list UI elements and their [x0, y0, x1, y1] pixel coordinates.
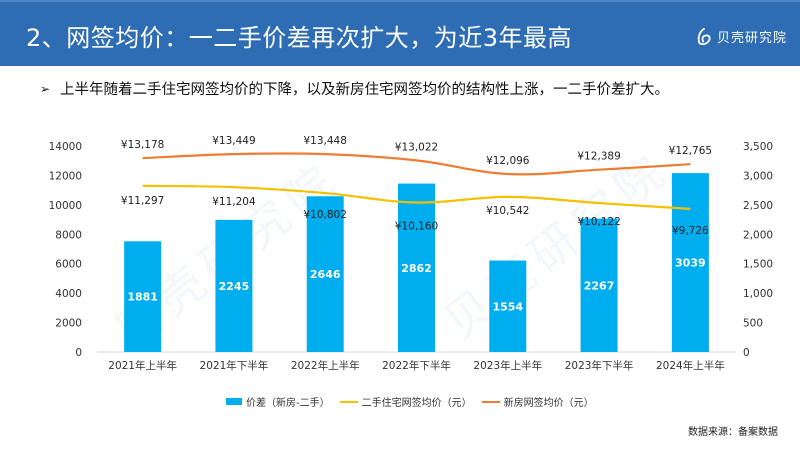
right-axis-tick-label: 2,500 — [743, 200, 773, 212]
left-axis-tick-label: 4000 — [55, 288, 82, 300]
x-axis-tick-label: 2022年上半年 — [291, 359, 360, 372]
legend-swatch-bar — [226, 398, 242, 405]
new-home-price-label: ¥12,765 — [669, 145, 712, 157]
right-axis-tick-label: 2,000 — [743, 229, 773, 241]
left-axis-tick-label: 2000 — [55, 318, 82, 330]
bar-data-label: 2245 — [219, 280, 250, 293]
line-new-home-price — [142, 152, 691, 176]
bar-data-label: 2862 — [401, 262, 432, 275]
x-axis-tick-label: 2022年下半年 — [382, 359, 451, 372]
beike-logo-icon — [697, 27, 711, 45]
x-axis-tick-label: 2024年上半年 — [656, 359, 725, 372]
new-home-price-label: ¥12,389 — [577, 151, 620, 163]
brand-logo: 贝壳研究院 — [695, 27, 787, 46]
legend-label: 二手住宅网签均价（元） — [361, 398, 472, 409]
bar-data-label: 1554 — [492, 300, 523, 313]
left-axis-tick-label: 6000 — [55, 259, 82, 271]
legend-label: 价差（新房-二手） — [246, 398, 330, 409]
bar-price-gap — [671, 173, 709, 352]
right-axis-tick-label: 500 — [743, 318, 763, 330]
bar-price-gap — [215, 219, 253, 352]
legend-item-resale-price: 二手住宅网签均价（元） — [339, 394, 472, 409]
new-home-price-label: ¥13,448 — [304, 135, 347, 147]
right-axis-tick-label: 0 — [743, 347, 750, 359]
right-axis-tick-label: 3,500 — [743, 141, 773, 153]
legend-swatch-line — [339, 400, 358, 403]
bar-price-gap — [580, 218, 618, 352]
data-source-note: 数据来源：备案数据 — [688, 427, 778, 438]
resale-price-label: ¥11,204 — [212, 196, 256, 208]
summary-bullet: ➢ 上半年随着二手住宅网签均价的下降，以及新房住宅网签均价的结构性上涨，一二手价… — [40, 78, 669, 99]
legend-label: 新房网签均价（元） — [503, 398, 594, 409]
right-axis-tick-label: 1,000 — [743, 288, 773, 300]
page-title: 2、网签均价：一二手价差再次扩大，为近3年最高 — [26, 24, 573, 52]
left-axis-tick-label: 12000 — [49, 170, 82, 182]
logo-text: 贝壳研究院 — [717, 31, 788, 46]
bar-data-label: 2267 — [584, 279, 615, 292]
left-axis-tick-label: 8000 — [55, 229, 82, 241]
resale-price-label: ¥9,726 — [672, 225, 709, 237]
bar-data-label: 3039 — [675, 257, 706, 270]
left-axis-tick-label: 10000 — [49, 200, 82, 212]
bar-price-gap — [124, 241, 162, 352]
combo-chart: 0 2000 4000 6000 8000 10000 12000 14000 0 500 1,00… — [49, 135, 773, 372]
legend-item-price-gap: 价差（新房-二手） — [226, 394, 330, 409]
bar-price-gap — [489, 260, 527, 352]
chart-legend: 价差（新房-二手） 二手住宅网签均价（元） 新房网签均价（元） — [226, 394, 604, 409]
bar-price-gap — [398, 183, 435, 352]
resale-price-label: ¥10,542 — [486, 205, 529, 217]
bar-data-label: 2646 — [310, 268, 341, 281]
resale-price-label: ¥10,802 — [304, 209, 347, 221]
title-banner: 2、网签均价：一二手价差再次扩大，为近3年最高 贝壳研究院 — [0, 0, 800, 66]
x-axis-tick-label: 2021年上半年 — [108, 359, 177, 372]
resale-price-label: ¥10,122 — [577, 216, 620, 228]
summary-text: 上半年随着二手住宅网签均价的下降，以及新房住宅网签均价的结构性上涨，一二手价差扩… — [60, 82, 669, 98]
resale-price-label: ¥10,160 — [395, 221, 438, 233]
new-home-price-label: ¥13,178 — [121, 139, 164, 151]
left-axis-tick-label: 14000 — [49, 141, 82, 153]
x-axis-tick-label: 2021年下半年 — [200, 359, 269, 372]
legend-item-new-price: 新房网签均价（元） — [481, 394, 594, 409]
x-axis-tick-label: 2023年上半年 — [473, 359, 542, 372]
right-axis-tick-label: 1,500 — [743, 259, 773, 271]
x-axis-tick-label: 2023年下半年 — [565, 359, 634, 372]
left-axis-tick-label: 0 — [75, 347, 82, 359]
bar-price-gap — [306, 196, 344, 352]
bar-data-label: 1881 — [127, 291, 158, 304]
resale-price-label: ¥11,297 — [121, 195, 164, 207]
new-home-price-label: ¥13,449 — [212, 135, 255, 147]
right-axis-tick-label: 3,000 — [743, 170, 773, 182]
new-home-price-label: ¥12,096 — [486, 155, 530, 167]
new-home-price-label: ¥13,022 — [395, 141, 438, 153]
line-resale-price — [142, 184, 691, 210]
legend-swatch-line — [481, 400, 500, 403]
arrow-bullet-icon: ➢ — [40, 81, 51, 96]
